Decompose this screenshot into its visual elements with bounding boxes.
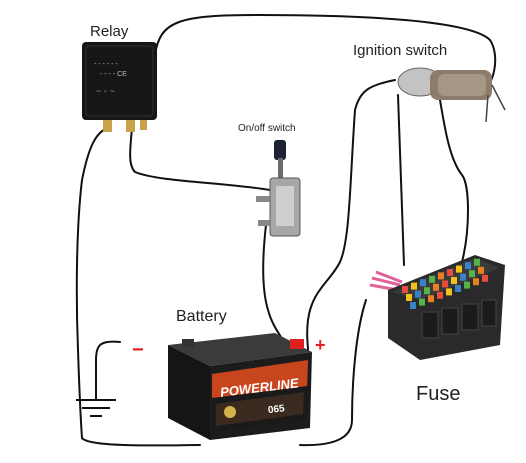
fuse-blade [451, 277, 457, 284]
wire-relay-to-onoff [129, 127, 271, 191]
battery: POWERLINE 065 [168, 333, 312, 440]
relay-body [82, 42, 157, 120]
fuse-blade [433, 283, 439, 291]
wires [75, 14, 497, 447]
fuse-blade [428, 295, 434, 303]
fuse-blade [446, 288, 452, 296]
fuse-blade [447, 269, 453, 276]
wire-relay-to-ignition [154, 14, 497, 96]
fuse-blade [424, 287, 430, 295]
svg-text:~ ◦ ~: ~ ◦ ~ [96, 86, 115, 96]
onoff-switch [256, 140, 301, 237]
terminal-positive [290, 339, 304, 349]
fuse-blade [455, 285, 461, 292]
label-ignition-switch: Ignition switch [353, 42, 447, 59]
wire-ignition-to-fuse-2 [439, 99, 469, 263]
fuse-blade [478, 266, 484, 274]
onoff-knob [274, 140, 286, 160]
fuse-blade [406, 294, 412, 301]
svg-text:- - - - - -: - - - - - - [94, 61, 118, 68]
wire-battery-negative-to-ground [94, 340, 121, 401]
battery-top [168, 333, 312, 366]
fuse-blade [465, 262, 471, 270]
fuse-blade [464, 281, 470, 289]
label-onoff-switch: On/off switch [238, 123, 296, 134]
fuse-blade [419, 298, 425, 306]
fuse-blade [411, 282, 417, 290]
label-relay: Relay [90, 23, 129, 40]
fuse-blade [402, 286, 408, 293]
fuse-blade [420, 279, 426, 287]
fuse-blade [442, 280, 448, 288]
fuse-blade [473, 278, 479, 286]
wire-fuse-to-battery [299, 299, 367, 447]
label-minus: − [132, 339, 144, 361]
wire-relay-to-ground [75, 127, 201, 447]
ground-symbol [76, 399, 116, 417]
wire-ignition-to-battery [306, 79, 396, 351]
relay-pin-85 [103, 120, 112, 132]
label-plus: + [315, 335, 326, 355]
fuse-blade [469, 270, 475, 278]
fuse-blade [482, 274, 488, 282]
relay-pin-87 [140, 120, 147, 130]
fuse-blade [474, 258, 480, 266]
relay-pin-86 [126, 120, 135, 132]
wire-onoff-to-battery [262, 224, 287, 346]
fuse-blade [410, 302, 416, 309]
fuse-blade [415, 290, 421, 298]
wire-ignition-to-fuse-1 [397, 94, 405, 266]
battery-front [168, 345, 210, 440]
fuse-blade [438, 272, 444, 280]
ignition-switch [397, 67, 506, 123]
svg-text:- - - - CE: - - - - CE [100, 71, 127, 78]
fuse-blade [456, 265, 462, 273]
fuse-box [369, 255, 505, 360]
fuse-blade [429, 275, 435, 283]
fuse-blade [437, 291, 443, 299]
label-battery: Battery [176, 308, 227, 325]
fuse-blades [402, 258, 488, 309]
fuse-blade [460, 273, 466, 281]
battery-code: 065 [267, 403, 285, 416]
relay: - - - - - - - - - - CE ~ ◦ ~ [82, 42, 157, 132]
label-fuse: Fuse [416, 383, 460, 405]
terminal-negative [182, 339, 194, 347]
